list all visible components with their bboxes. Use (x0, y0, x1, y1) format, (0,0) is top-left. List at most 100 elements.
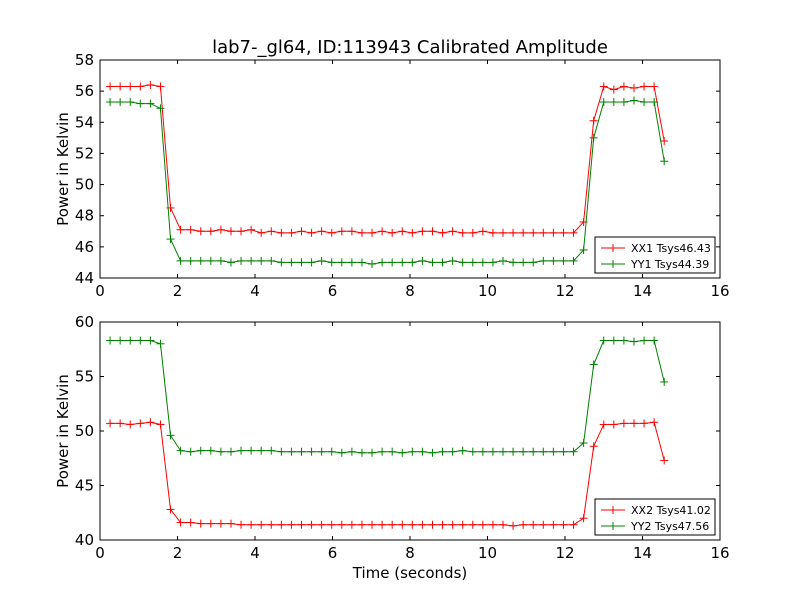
data-point (579, 438, 588, 447)
data-point (519, 228, 528, 237)
data-point (408, 520, 417, 529)
data-point (488, 447, 497, 456)
data-point (398, 258, 407, 267)
data-point (226, 227, 235, 236)
x-axis-label: Time (seconds) (352, 564, 468, 582)
x-tick-label: 12 (555, 544, 574, 562)
data-point (609, 98, 618, 107)
data-point (116, 98, 125, 107)
data-point (317, 447, 326, 456)
legend-label: XX1 Tsys46.43 (631, 242, 711, 255)
data-point (589, 133, 598, 142)
bottom-plot: 0 2 4 6 8 10 12 14 16 40 45 50 55 60 Power in Kelvin Ti… (54, 313, 730, 582)
legend: XX2 Tsys41.02 YY2 Tsys47.56 (594, 498, 716, 536)
data-point (589, 442, 598, 451)
data-point (297, 227, 306, 236)
data-point (418, 256, 427, 265)
data-point (408, 228, 417, 237)
data-point (660, 136, 669, 145)
data-point (478, 520, 487, 529)
data-point (640, 419, 649, 428)
data-point (287, 258, 296, 267)
data-point (106, 336, 115, 345)
data-point (499, 228, 507, 237)
data-point (468, 520, 477, 529)
data-point (619, 336, 628, 345)
x-tick-label: 6 (328, 544, 338, 562)
data-point (156, 339, 165, 348)
data-point (146, 418, 155, 427)
data-point (468, 258, 477, 267)
y-tick-label: 52 (75, 144, 94, 162)
data-point (307, 258, 316, 267)
data-point (388, 258, 397, 267)
data-point (277, 447, 286, 456)
data-point (196, 519, 205, 528)
data-point (619, 98, 628, 107)
data-point (619, 419, 628, 428)
data-point (226, 519, 235, 528)
legend-box (594, 498, 716, 536)
data-point (257, 256, 266, 265)
data-point (458, 228, 467, 237)
data-point (619, 82, 628, 91)
data-point (559, 447, 568, 456)
data-point (166, 431, 175, 440)
legend-box (594, 236, 716, 274)
data-point (438, 258, 447, 267)
data-point (156, 104, 165, 113)
data-point (116, 82, 125, 91)
data-point (458, 258, 467, 267)
data-point (559, 228, 568, 237)
data-point (609, 420, 618, 429)
legend-label: XX2 Tsys41.02 (631, 504, 711, 517)
data-point (438, 520, 447, 529)
data-point (357, 520, 366, 529)
data-point (569, 447, 578, 456)
x-tick-label: 0 (95, 544, 105, 562)
data-point (176, 256, 185, 265)
data-point (529, 258, 538, 267)
data-point (549, 228, 558, 237)
data-point (599, 98, 608, 107)
data-point (136, 82, 145, 91)
data-point (277, 520, 286, 529)
data-point (176, 446, 185, 455)
data-point (337, 520, 346, 529)
data-point (428, 227, 437, 236)
data-point (327, 258, 336, 267)
data-point (267, 446, 276, 455)
data-point (408, 258, 417, 267)
data-point (307, 520, 316, 529)
data-point (247, 520, 256, 529)
data-point (166, 505, 175, 514)
data-point (458, 520, 467, 529)
x-tick-label: 10 (478, 282, 497, 300)
data-point (559, 256, 568, 265)
data-point (317, 256, 326, 265)
data-point (650, 336, 659, 345)
data-point (368, 228, 377, 237)
data-point (106, 419, 115, 428)
data-point (166, 235, 175, 244)
data-point (186, 447, 195, 456)
y-axis-label: Power in Kelvin (54, 112, 72, 226)
y-tick-label: 50 (75, 176, 94, 194)
data-point (267, 520, 276, 529)
x-tick-label: 6 (328, 282, 338, 300)
data-point (357, 258, 366, 267)
data-point (388, 520, 397, 529)
data-point (488, 520, 497, 529)
data-point (297, 520, 306, 529)
data-point (640, 82, 649, 91)
data-point (509, 228, 518, 237)
y-tick-label: 58 (75, 51, 94, 69)
data-point (499, 520, 507, 529)
data-point (378, 227, 387, 236)
data-point (499, 447, 507, 456)
x-tick-label: 16 (710, 544, 729, 562)
data-point (368, 520, 377, 529)
data-point (398, 520, 407, 529)
data-point (378, 258, 387, 267)
